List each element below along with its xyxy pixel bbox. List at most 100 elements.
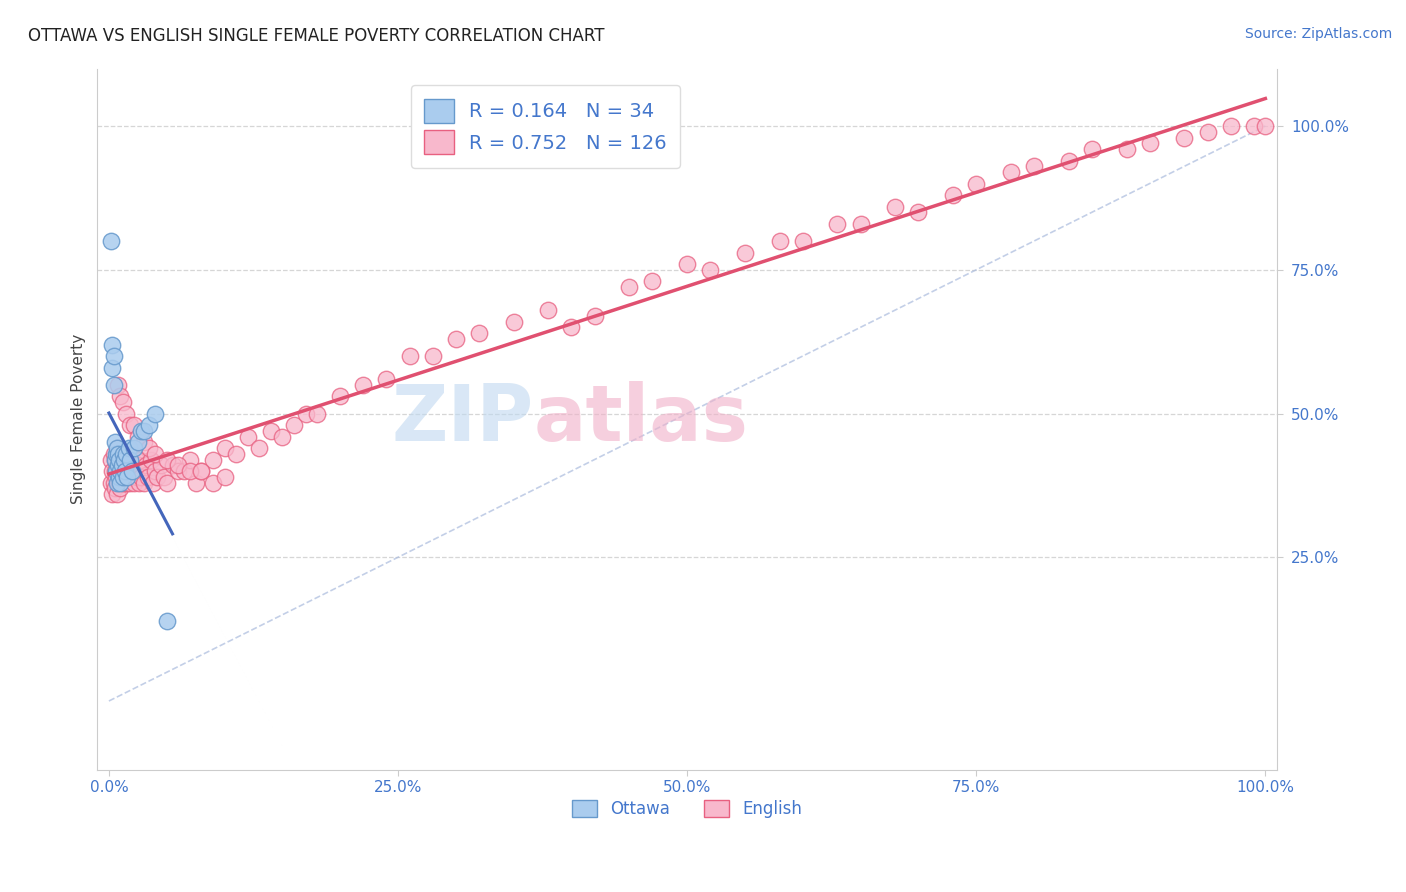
Point <box>108 475 131 490</box>
Point <box>132 435 155 450</box>
Point <box>101 464 124 478</box>
Point <box>111 475 134 490</box>
Point <box>907 205 929 219</box>
Point <box>101 337 124 351</box>
Point <box>1115 142 1137 156</box>
Point <box>1173 130 1195 145</box>
Point <box>619 280 641 294</box>
Legend: Ottawa, English: Ottawa, English <box>565 793 808 825</box>
Point <box>1081 142 1104 156</box>
Point <box>122 458 145 473</box>
Point <box>121 464 143 478</box>
Point <box>114 464 136 478</box>
Point <box>329 389 352 403</box>
Point <box>699 262 721 277</box>
Text: OTTAWA VS ENGLISH SINGLE FEMALE POVERTY CORRELATION CHART: OTTAWA VS ENGLISH SINGLE FEMALE POVERTY … <box>28 27 605 45</box>
Point <box>769 234 792 248</box>
Point <box>146 469 169 483</box>
Point <box>827 217 849 231</box>
Point <box>118 417 141 432</box>
Point <box>110 475 132 490</box>
Point <box>108 452 131 467</box>
Point <box>139 452 162 467</box>
Point <box>104 481 127 495</box>
Point <box>103 447 125 461</box>
Point <box>104 452 127 467</box>
Point <box>583 309 606 323</box>
Point <box>115 447 138 461</box>
Point <box>105 475 128 490</box>
Point <box>114 452 136 467</box>
Point <box>294 407 316 421</box>
Point <box>111 395 134 409</box>
Point <box>118 458 141 473</box>
Point <box>1057 153 1080 168</box>
Point <box>115 407 138 421</box>
Point <box>111 458 134 473</box>
Point <box>236 429 259 443</box>
Point <box>128 475 150 490</box>
Point <box>143 464 166 478</box>
Point <box>105 464 128 478</box>
Point <box>167 464 190 478</box>
Point <box>537 303 560 318</box>
Point <box>118 452 141 467</box>
Point <box>112 447 135 461</box>
Point <box>138 417 160 432</box>
Point <box>100 452 122 467</box>
Point <box>641 274 664 288</box>
Point <box>179 464 201 478</box>
Point <box>502 314 524 328</box>
Point <box>110 389 132 403</box>
Point <box>190 464 212 478</box>
Point <box>124 441 146 455</box>
Point <box>156 452 179 467</box>
Point <box>190 464 212 478</box>
Point <box>225 447 247 461</box>
Point <box>117 469 139 483</box>
Point <box>173 464 195 478</box>
Point <box>105 487 128 501</box>
Point <box>127 435 149 450</box>
Point <box>107 441 129 455</box>
Point <box>143 407 166 421</box>
Point <box>260 424 283 438</box>
Point <box>117 441 139 455</box>
Point <box>1022 159 1045 173</box>
Point <box>283 417 305 432</box>
Point <box>110 447 132 461</box>
Point <box>129 469 152 483</box>
Point <box>792 234 814 248</box>
Point <box>162 458 184 473</box>
Point <box>105 447 128 461</box>
Point <box>124 475 146 490</box>
Point <box>117 469 139 483</box>
Point <box>352 377 374 392</box>
Point <box>103 475 125 490</box>
Point <box>149 458 172 473</box>
Point <box>942 188 965 202</box>
Point <box>560 320 582 334</box>
Point <box>201 452 224 467</box>
Point <box>1197 125 1219 139</box>
Point <box>110 464 132 478</box>
Point <box>142 475 165 490</box>
Point <box>1000 165 1022 179</box>
Point <box>468 326 491 340</box>
Point <box>1139 136 1161 151</box>
Point <box>105 441 128 455</box>
Point <box>132 424 155 438</box>
Point <box>104 452 127 467</box>
Point <box>247 441 270 455</box>
Point <box>104 464 127 478</box>
Point <box>422 349 444 363</box>
Point <box>127 458 149 473</box>
Point <box>849 217 872 231</box>
Point <box>1219 119 1241 133</box>
Point <box>125 469 148 483</box>
Point <box>124 417 146 432</box>
Point <box>214 469 236 483</box>
Point <box>184 475 207 490</box>
Point <box>112 469 135 483</box>
Point <box>107 458 129 473</box>
